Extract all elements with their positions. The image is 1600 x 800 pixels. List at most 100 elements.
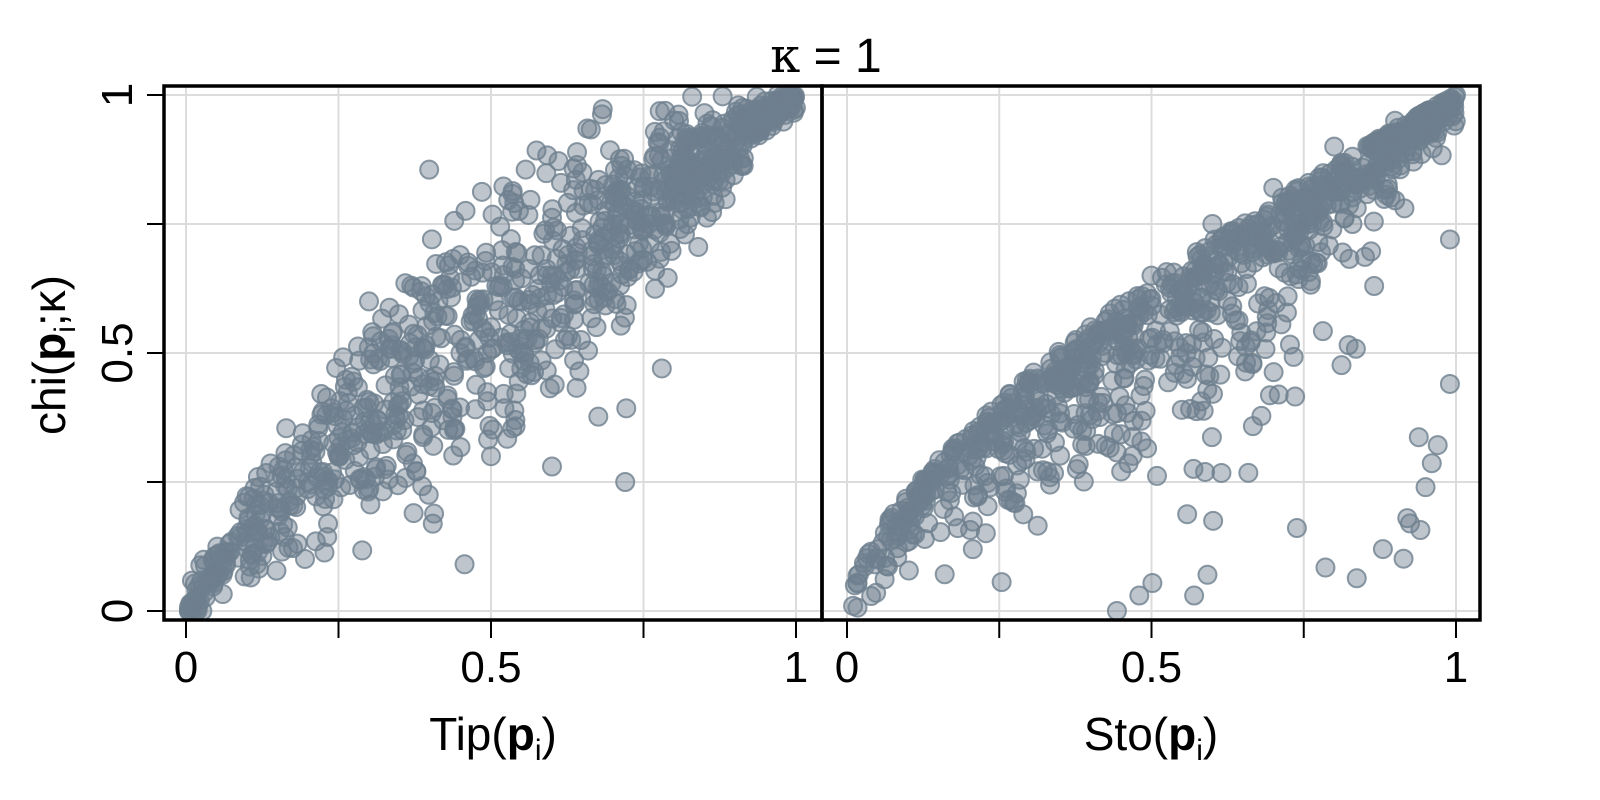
x-tick-label: 0.5 — [460, 643, 521, 692]
scatter-point — [401, 275, 422, 296]
scatter-point — [1072, 420, 1093, 441]
scatter-point — [649, 132, 670, 153]
scatter-point — [573, 195, 594, 216]
scatter-point — [569, 361, 590, 382]
scatter-point — [524, 245, 545, 266]
scatter-point — [657, 267, 678, 288]
scatter-point — [1285, 386, 1306, 407]
scatter-point — [508, 371, 529, 392]
x-axis-label: Sto(pi) — [1084, 708, 1218, 767]
scatter-point — [465, 260, 486, 281]
scatter-point — [1111, 345, 1132, 366]
y-axis: 00.51 — [93, 83, 164, 623]
panel-left: 0 0.5 1 Tip(pi) — [162, 84, 824, 767]
scatter-point — [1063, 377, 1084, 398]
scatter-point — [583, 253, 604, 274]
scatter-point — [1090, 406, 1111, 427]
scatter-point — [701, 116, 722, 137]
scatter-point — [1201, 427, 1222, 448]
scatter-point — [1019, 368, 1040, 389]
scatter-point — [525, 332, 546, 353]
scatter-point — [1183, 267, 1204, 288]
scatter-point — [1346, 568, 1367, 589]
scatter-point — [661, 240, 682, 261]
scatter-point — [1259, 288, 1280, 309]
scatter-point — [506, 383, 527, 404]
scatter-point — [996, 478, 1017, 499]
scatter-point — [1117, 402, 1138, 423]
scatter-point — [1419, 120, 1440, 141]
scatter-point — [1228, 277, 1249, 298]
scatter-point — [930, 522, 951, 543]
scatter-point — [1204, 229, 1225, 250]
scatter-point — [991, 572, 1012, 593]
scatter-point — [1088, 433, 1109, 454]
scatter-point — [511, 291, 532, 312]
scatter-point — [933, 498, 954, 519]
scatter-point — [333, 347, 354, 368]
scatter-point — [421, 403, 442, 424]
scatter-point — [750, 99, 771, 120]
scatter-point — [1142, 295, 1163, 316]
scatter-point — [1044, 463, 1065, 484]
scatter-point — [915, 470, 936, 491]
scatter-point — [556, 253, 577, 274]
scatter-point — [1115, 395, 1136, 416]
scatter-point — [1322, 219, 1343, 240]
scatter-point — [546, 220, 567, 241]
scatter-point — [1027, 515, 1048, 536]
scatter-point — [413, 424, 434, 445]
scatter-point — [272, 541, 293, 562]
scatter-point — [496, 332, 517, 353]
scatter-point — [450, 343, 471, 363]
scatter-point — [479, 415, 500, 436]
scatter-point — [276, 418, 297, 439]
scatter-point — [1040, 474, 1061, 495]
scatter-point — [362, 322, 383, 343]
scatter-point — [1067, 346, 1088, 367]
scatter-point — [682, 86, 703, 107]
scatter-point — [1225, 310, 1246, 331]
scatter-point — [1279, 334, 1300, 355]
scatter-point — [767, 85, 788, 105]
scatter-point — [395, 467, 416, 488]
scatter-point — [614, 195, 635, 216]
scatter-point — [420, 368, 440, 389]
scatter-point — [344, 461, 365, 482]
scatter-point — [317, 526, 338, 547]
scatter-point — [1207, 305, 1228, 326]
scatter-point — [1235, 361, 1256, 382]
scatter-point — [536, 318, 557, 339]
scatter-point — [444, 210, 465, 231]
scatter-point — [1312, 321, 1333, 342]
scatter-point — [580, 178, 601, 199]
scatter-point — [1009, 417, 1030, 438]
scatter-point — [1291, 216, 1312, 237]
scatter-point — [944, 506, 965, 527]
scatter-point — [1377, 174, 1398, 195]
scatter-point — [1198, 347, 1219, 368]
scatter-point — [311, 384, 332, 405]
scatter-point — [942, 438, 963, 459]
scatter-point — [520, 317, 541, 338]
scatter-point — [564, 309, 585, 330]
scatter-point — [279, 491, 300, 512]
y-tick-label: 0 — [93, 599, 142, 623]
scatter-point — [536, 163, 557, 184]
scatter-point — [1068, 454, 1089, 475]
scatter-point — [651, 358, 672, 379]
scatter-point — [1190, 244, 1211, 265]
scatter-point — [235, 531, 256, 552]
scatter-point — [424, 503, 445, 524]
scatter-point — [715, 189, 736, 210]
scatter-point — [843, 595, 864, 616]
scatter-point — [498, 304, 519, 325]
scatter-point — [999, 384, 1020, 405]
scatter-point — [1252, 226, 1273, 247]
scatter-point — [679, 180, 700, 201]
scatter-point — [328, 446, 349, 467]
scatter-point — [1415, 477, 1436, 498]
scatter-point — [1173, 363, 1194, 384]
scatter-point — [1382, 126, 1403, 147]
scatter-point — [992, 410, 1013, 431]
